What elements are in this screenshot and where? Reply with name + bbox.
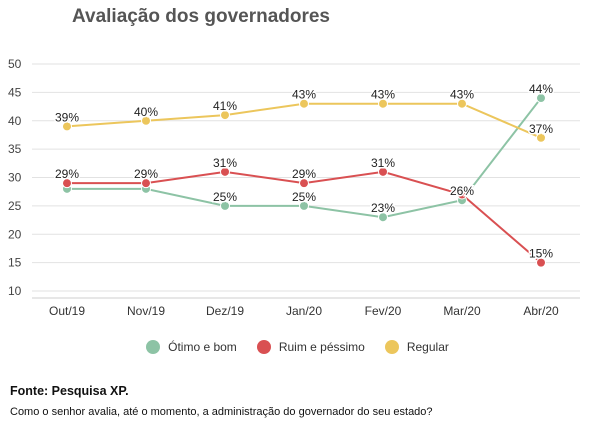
data-labels: 25% 25% 23% 26% 44% 29% 29% 31% 29% 31% 15% 39% 40% 4… — [53, 81, 554, 263]
x-tick-label: Dez/19 — [206, 304, 244, 318]
x-tick-label: Jan/20 — [286, 304, 322, 318]
data-point — [220, 200, 230, 211]
survey-question: Como o senhor avalia, até o momento, a a… — [10, 406, 433, 418]
data-label: 43% — [450, 88, 474, 102]
data-point — [62, 178, 72, 189]
data-label: 15% — [529, 247, 553, 261]
data-point — [299, 98, 309, 109]
data-point — [378, 98, 388, 109]
data-point — [141, 115, 151, 126]
data-label: 23% — [371, 201, 395, 215]
legend-swatch — [256, 340, 271, 354]
legend-item: Ótimo e bom — [146, 340, 237, 354]
line-chart: 50 45 40 35 30 25 20 15 10 Out/19 Nov/19 Dez/19 Jan… — [8, 57, 580, 318]
data-point — [457, 189, 467, 200]
data-point — [378, 212, 388, 223]
x-tick-label: Abr/20 — [523, 304, 559, 318]
data-point — [457, 98, 467, 109]
y-tick-label: 20 — [8, 227, 22, 241]
legend-label: Ótimo e bom — [168, 340, 237, 354]
x-tick-label: Fev/20 — [365, 304, 402, 318]
data-point — [62, 121, 72, 132]
data-point — [536, 257, 546, 268]
x-tick-label: Nov/19 — [127, 304, 165, 318]
data-point — [220, 166, 230, 177]
legend-swatch — [384, 340, 399, 354]
data-label: 37% — [529, 122, 553, 136]
data-label: 43% — [371, 88, 395, 102]
data-label: 25% — [292, 190, 316, 204]
x-tick-label: Out/19 — [49, 304, 85, 318]
data-point — [536, 132, 546, 143]
x-tick-label: Mar/20 — [443, 304, 481, 318]
legend-item: Ruim e péssimo — [256, 340, 365, 354]
data-label: 31% — [213, 156, 237, 170]
legend-item: Regular — [384, 340, 449, 354]
chart-legend: Ótimo e bom Ruim e péssimo Regular — [0, 340, 595, 354]
data-label: 29% — [134, 167, 158, 181]
data-label: 40% — [134, 105, 158, 119]
data-point — [299, 178, 309, 189]
y-tick-label: 40 — [8, 114, 22, 128]
data-label: 44% — [529, 82, 553, 96]
x-axis-ticks: Out/19 Nov/19 Dez/19 Jan/20 Fev/20 Mar/20 Abr/… — [49, 304, 559, 318]
y-axis-ticks: 50 45 40 35 30 25 20 15 10 — [8, 57, 22, 298]
y-tick-label: 35 — [8, 142, 22, 156]
data-label: 39% — [55, 110, 79, 124]
legend-label: Regular — [406, 340, 449, 354]
data-point — [220, 110, 230, 121]
data-point — [378, 166, 388, 177]
data-label: 41% — [213, 99, 237, 113]
chart-title: Avaliação dos governadores — [72, 6, 331, 27]
data-label: 31% — [371, 156, 395, 170]
data-point — [299, 200, 309, 211]
y-tick-label: 15 — [8, 256, 22, 270]
data-label: 29% — [292, 167, 316, 181]
y-tick-label: 45 — [8, 85, 22, 99]
series-points — [62, 93, 546, 268]
data-label: 25% — [213, 190, 237, 204]
y-tick-label: 25 — [8, 199, 22, 213]
data-label: 26% — [450, 184, 474, 198]
y-tick-label: 50 — [8, 57, 22, 71]
data-point — [536, 93, 546, 104]
source-note: Fonte: Pesquisa XP. — [10, 384, 129, 398]
y-tick-label: 30 — [8, 171, 22, 185]
legend-swatch — [146, 340, 161, 354]
y-tick-label: 10 — [8, 284, 22, 298]
data-label: 43% — [292, 88, 316, 102]
data-point — [141, 178, 151, 189]
data-label: 29% — [55, 167, 79, 181]
chart-grid — [32, 63, 580, 299]
legend-label: Ruim e péssimo — [278, 340, 365, 354]
